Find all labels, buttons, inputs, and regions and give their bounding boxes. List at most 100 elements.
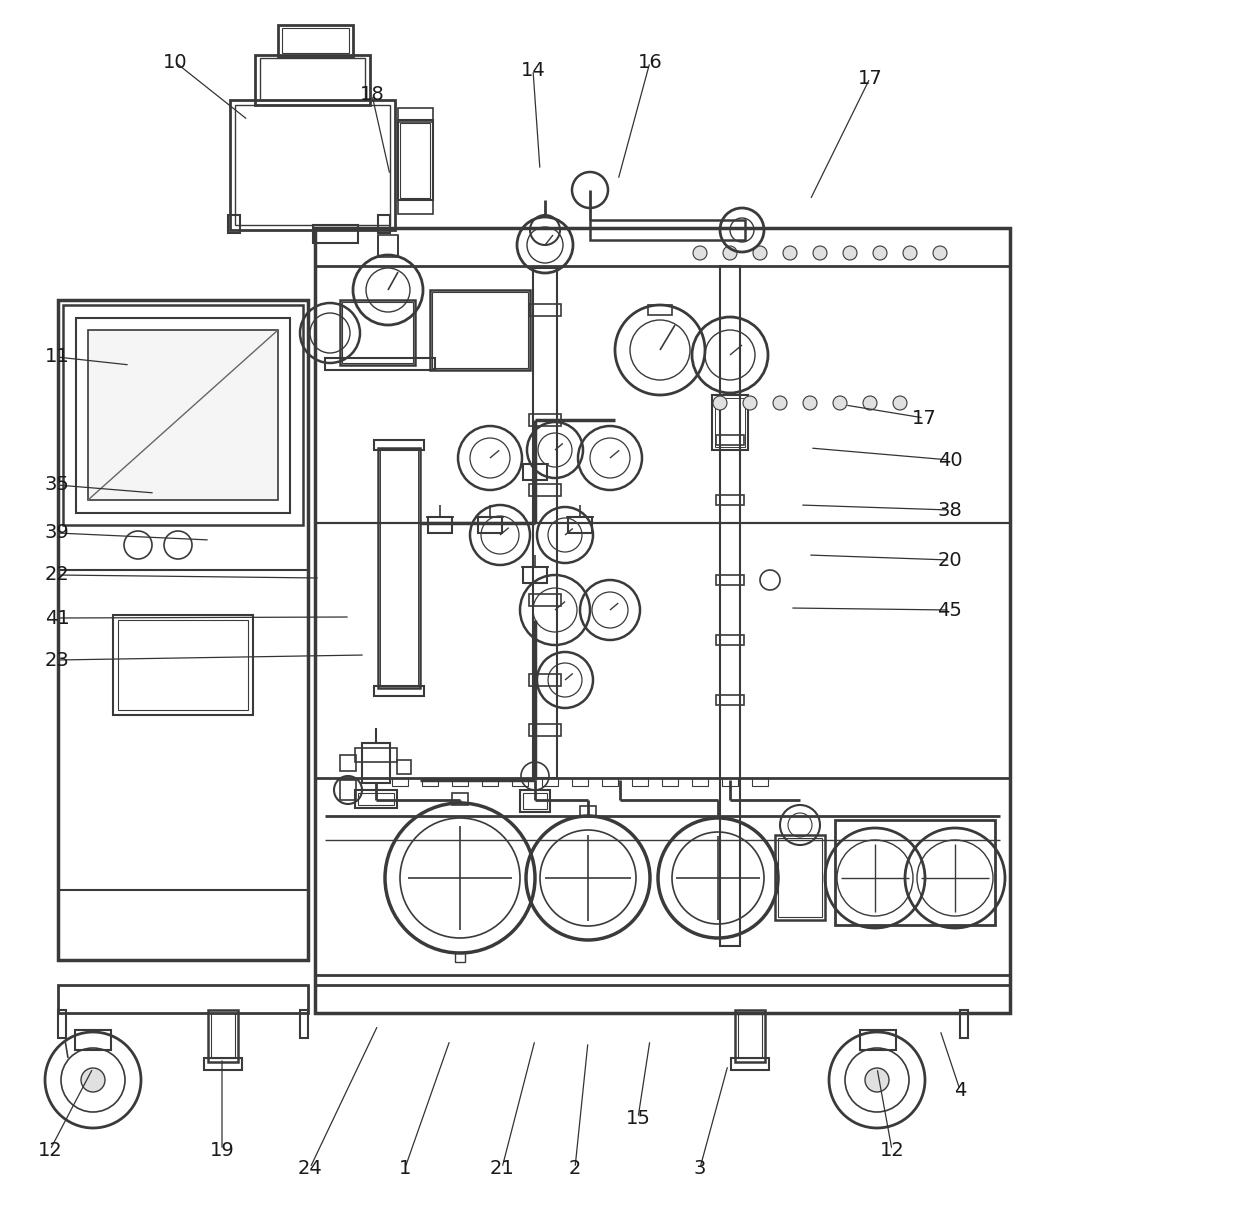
- Bar: [228, 216, 241, 233]
- Bar: [542, 777, 558, 786]
- Bar: [378, 448, 420, 687]
- Bar: [692, 777, 708, 786]
- Bar: [477, 517, 502, 533]
- Bar: [355, 748, 397, 763]
- Bar: [281, 28, 348, 53]
- Text: 17: 17: [858, 69, 883, 87]
- Bar: [453, 777, 467, 786]
- Bar: [715, 634, 744, 646]
- Bar: [523, 567, 547, 583]
- Bar: [340, 780, 356, 800]
- Bar: [523, 464, 547, 480]
- Bar: [735, 1010, 765, 1062]
- Circle shape: [893, 395, 906, 410]
- Bar: [662, 777, 678, 786]
- Bar: [315, 986, 1011, 1013]
- Bar: [715, 435, 744, 445]
- Text: 18: 18: [360, 85, 384, 105]
- Bar: [379, 450, 418, 686]
- Bar: [590, 221, 745, 240]
- Bar: [529, 484, 560, 496]
- Text: 45: 45: [937, 600, 962, 620]
- Text: 40: 40: [937, 451, 962, 469]
- Bar: [649, 306, 672, 315]
- Bar: [342, 302, 413, 363]
- Bar: [205, 1058, 242, 1071]
- Bar: [74, 1030, 112, 1050]
- Text: 1: 1: [399, 1158, 412, 1178]
- Bar: [362, 743, 391, 784]
- Bar: [113, 615, 253, 715]
- Circle shape: [753, 246, 768, 260]
- Text: 4: 4: [954, 1080, 966, 1099]
- Bar: [715, 398, 745, 447]
- Bar: [775, 835, 825, 920]
- Text: 12: 12: [37, 1141, 62, 1159]
- Circle shape: [743, 395, 756, 410]
- Bar: [300, 1010, 308, 1039]
- Text: 2: 2: [569, 1158, 582, 1178]
- Bar: [208, 1010, 238, 1062]
- Bar: [428, 517, 453, 533]
- Bar: [777, 838, 822, 917]
- Text: 19: 19: [210, 1141, 234, 1159]
- Circle shape: [873, 246, 887, 260]
- Text: 3: 3: [694, 1158, 707, 1178]
- Text: 38: 38: [937, 500, 962, 520]
- Bar: [325, 359, 435, 370]
- Bar: [374, 440, 424, 450]
- Bar: [520, 790, 551, 812]
- Bar: [401, 123, 430, 198]
- Bar: [340, 301, 415, 365]
- Bar: [118, 620, 248, 710]
- Text: 16: 16: [637, 53, 662, 71]
- Bar: [355, 790, 397, 808]
- Bar: [312, 225, 358, 243]
- Text: 23: 23: [45, 650, 69, 669]
- Bar: [580, 806, 596, 816]
- Bar: [229, 100, 396, 230]
- Circle shape: [713, 395, 727, 410]
- Bar: [76, 318, 290, 513]
- Bar: [835, 821, 994, 925]
- Bar: [397, 760, 410, 774]
- Bar: [63, 306, 303, 525]
- Bar: [715, 695, 744, 705]
- Text: 22: 22: [45, 565, 69, 584]
- Bar: [378, 235, 398, 257]
- Text: 14: 14: [521, 60, 546, 80]
- Bar: [453, 793, 467, 804]
- Bar: [398, 108, 433, 122]
- Bar: [712, 395, 748, 450]
- Bar: [58, 1010, 66, 1039]
- Bar: [529, 414, 560, 426]
- Bar: [260, 58, 365, 100]
- Text: 24: 24: [298, 1158, 322, 1178]
- Bar: [529, 674, 560, 686]
- Bar: [960, 1010, 968, 1039]
- Circle shape: [773, 395, 787, 410]
- Bar: [529, 304, 560, 315]
- Text: 17: 17: [911, 409, 936, 428]
- Bar: [529, 724, 560, 736]
- Text: 21: 21: [490, 1158, 515, 1178]
- Text: 20: 20: [937, 551, 962, 569]
- Bar: [715, 575, 744, 585]
- Text: 10: 10: [162, 53, 187, 71]
- Circle shape: [903, 246, 918, 260]
- Bar: [398, 200, 433, 214]
- Bar: [455, 952, 465, 962]
- Bar: [255, 55, 370, 105]
- Bar: [715, 495, 744, 505]
- Circle shape: [932, 246, 947, 260]
- Bar: [720, 266, 740, 946]
- Bar: [751, 777, 768, 786]
- Bar: [632, 777, 649, 786]
- Circle shape: [813, 246, 827, 260]
- Bar: [738, 1013, 763, 1058]
- Text: 15: 15: [625, 1109, 651, 1127]
- Circle shape: [866, 1068, 889, 1092]
- Bar: [58, 301, 308, 960]
- Circle shape: [843, 246, 857, 260]
- Circle shape: [723, 246, 737, 260]
